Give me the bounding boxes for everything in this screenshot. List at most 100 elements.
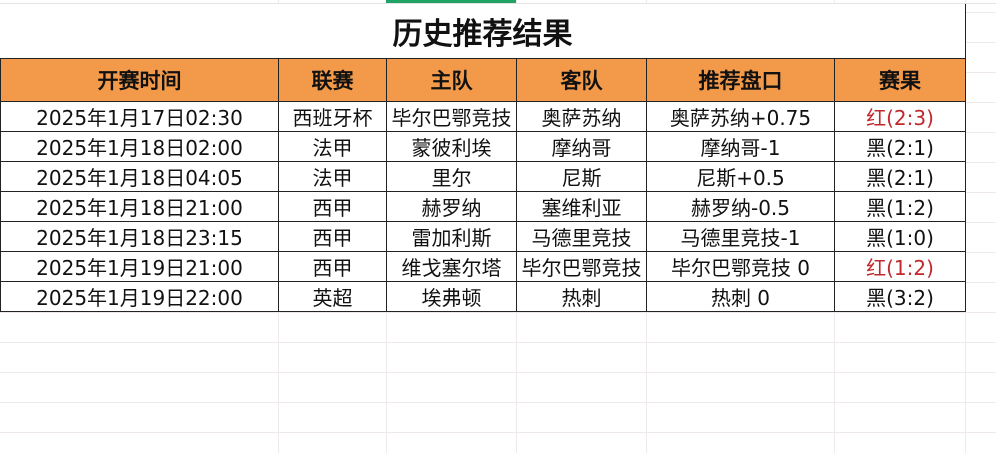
cell-result-text: 红(2:3) xyxy=(866,106,934,130)
cell-result-text: 黑(1:0) xyxy=(866,226,934,250)
cell-away[interactable]: 尼斯 xyxy=(516,161,647,192)
cell-result[interactable]: 黑(2:1) xyxy=(834,131,966,162)
cell-away[interactable]: 马德里竞技 xyxy=(516,221,647,252)
cell-time[interactable]: 2025年1月17日02:30 xyxy=(0,101,279,132)
cell-time[interactable]: 2025年1月18日02:00 xyxy=(0,131,279,162)
cell-time-text: 2025年1月19日21:00 xyxy=(36,256,243,280)
selected-column-indicator[interactable] xyxy=(386,0,516,3)
cell-home-text: 埃弗顿 xyxy=(421,286,482,310)
cell-result[interactable]: 红(2:3) xyxy=(834,101,966,132)
cell-result[interactable]: 黑(2:1) xyxy=(834,161,966,192)
cell-time-text: 2025年1月19日22:00 xyxy=(36,286,243,310)
cell-result-text: 黑(2:1) xyxy=(866,166,934,190)
cell-league[interactable]: 法甲 xyxy=(278,161,387,192)
cell-time[interactable]: 2025年1月18日23:15 xyxy=(0,221,279,252)
cell-result[interactable]: 黑(1:0) xyxy=(834,221,966,252)
cell-home[interactable]: 赫罗纳 xyxy=(386,191,517,222)
cell-home-text: 雷加利斯 xyxy=(411,226,492,250)
header-row: 开赛时间 联赛 主队 客队 推荐盘口 赛果 xyxy=(0,58,966,102)
cell-away-text: 奥萨苏纳 xyxy=(541,106,622,130)
column-header-away[interactable]: 客队 xyxy=(516,58,647,102)
cell-time-text: 2025年1月18日04:05 xyxy=(36,166,243,190)
column-header-pick[interactable]: 推荐盘口 xyxy=(646,58,835,102)
cell-time[interactable]: 2025年1月18日04:05 xyxy=(0,161,279,192)
cell-pick[interactable]: 马德里竞技-1 xyxy=(646,221,835,252)
cell-pick-text: 马德里竞技-1 xyxy=(680,226,801,250)
cell-result[interactable]: 红(1:2) xyxy=(834,251,966,282)
cell-home-text: 毕尔巴鄂竞技 xyxy=(391,106,512,130)
cell-time[interactable]: 2025年1月19日22:00 xyxy=(0,281,279,312)
top-row-border xyxy=(0,3,996,4)
cell-league-text: 西甲 xyxy=(312,256,353,280)
sheet-title[interactable]: 历史推荐结果 xyxy=(0,4,966,58)
cell-away-text: 热刺 xyxy=(561,286,602,310)
cell-time[interactable]: 2025年1月18日21:00 xyxy=(0,191,279,222)
cell-pick[interactable]: 毕尔巴鄂竞技 0 xyxy=(646,251,835,282)
cell-home-text: 赫罗纳 xyxy=(421,196,482,220)
cell-time-text: 2025年1月17日02:30 xyxy=(36,106,243,130)
cell-pick-text: 摩纳哥-1 xyxy=(700,136,781,160)
cell-league[interactable]: 法甲 xyxy=(278,131,387,162)
cell-pick[interactable]: 热刺 0 xyxy=(646,281,835,312)
table-row: 2025年1月18日02:00 法甲 蒙彼利埃 摩纳哥 摩纳哥-1 黑(2:1) xyxy=(0,131,966,162)
cell-home[interactable]: 雷加利斯 xyxy=(386,221,517,252)
cell-league-text: 英超 xyxy=(312,286,353,310)
cell-pick[interactable]: 奥萨苏纳+0.75 xyxy=(646,101,835,132)
cell-away[interactable]: 热刺 xyxy=(516,281,647,312)
cell-time[interactable]: 2025年1月19日21:00 xyxy=(0,251,279,282)
cell-away[interactable]: 塞维利亚 xyxy=(516,191,647,222)
cell-result-text: 黑(3:2) xyxy=(866,286,934,310)
cell-time-text: 2025年1月18日23:15 xyxy=(36,226,243,250)
column-header-league[interactable]: 联赛 xyxy=(278,58,387,102)
cell-pick-text: 赫罗纳-0.5 xyxy=(690,196,791,220)
cell-league[interactable]: 西班牙杯 xyxy=(278,101,387,132)
cell-league-text: 西班牙杯 xyxy=(292,106,373,130)
cell-pick[interactable]: 赫罗纳-0.5 xyxy=(646,191,835,222)
table-row: 2025年1月17日02:30 西班牙杯 毕尔巴鄂竞技 奥萨苏纳 奥萨苏纳+0.75 红(… xyxy=(0,101,966,132)
table-row: 2025年1月18日21:00 西甲 赫罗纳 塞维利亚 赫罗纳-0.5 黑(1:2) xyxy=(0,191,966,222)
cell-pick-text: 热刺 0 xyxy=(710,286,771,310)
cell-home[interactable]: 维戈塞尔塔 xyxy=(386,251,517,282)
cell-home[interactable]: 毕尔巴鄂竞技 xyxy=(386,101,517,132)
column-header-home[interactable]: 主队 xyxy=(386,58,517,102)
cell-away-text: 摩纳哥 xyxy=(551,136,612,160)
cell-away[interactable]: 奥萨苏纳 xyxy=(516,101,647,132)
table-row: 2025年1月18日04:05 法甲 里尔 尼斯 尼斯+0.5 黑(2:1) xyxy=(0,161,966,192)
cell-league[interactable]: 西甲 xyxy=(278,221,387,252)
cell-home[interactable]: 里尔 xyxy=(386,161,517,192)
column-header-result[interactable]: 赛果 xyxy=(834,58,966,102)
cell-away-text: 马德里竞技 xyxy=(531,226,632,250)
table-row: 2025年1月19日22:00 英超 埃弗顿 热刺 热刺 0 黑(3:2) xyxy=(0,281,966,312)
cell-home-text: 里尔 xyxy=(431,166,472,190)
cell-home-text: 蒙彼利埃 xyxy=(411,136,492,160)
cell-home[interactable]: 埃弗顿 xyxy=(386,281,517,312)
cell-pick-text: 奥萨苏纳+0.75 xyxy=(669,106,812,130)
cell-result[interactable]: 黑(1:2) xyxy=(834,191,966,222)
cell-away[interactable]: 摩纳哥 xyxy=(516,131,647,162)
cell-league-text: 法甲 xyxy=(312,166,353,190)
cell-pick[interactable]: 摩纳哥-1 xyxy=(646,131,835,162)
cell-league-text: 西甲 xyxy=(312,226,353,250)
cell-league[interactable]: 西甲 xyxy=(278,191,387,222)
cell-league-text: 西甲 xyxy=(312,196,353,220)
cell-away-text: 毕尔巴鄂竞技 xyxy=(521,256,642,280)
cell-result-text: 红(1:2) xyxy=(866,256,934,280)
cell-league-text: 法甲 xyxy=(312,136,353,160)
cell-pick-text: 尼斯+0.5 xyxy=(696,166,785,190)
cell-league[interactable]: 英超 xyxy=(278,281,387,312)
cell-away[interactable]: 毕尔巴鄂竞技 xyxy=(516,251,647,282)
table-row: 2025年1月19日21:00 西甲 维戈塞尔塔 毕尔巴鄂竞技 毕尔巴鄂竞技 0 红(1:… xyxy=(0,251,966,282)
results-table: 开赛时间 联赛 主队 客队 推荐盘口 赛果 2025年1月17日02:30 西班牙杯 毕尔巴鄂… xyxy=(0,58,966,312)
cell-result[interactable]: 黑(3:2) xyxy=(834,281,966,312)
cell-home[interactable]: 蒙彼利埃 xyxy=(386,131,517,162)
column-header-time[interactable]: 开赛时间 xyxy=(0,58,279,102)
cell-result-text: 黑(1:2) xyxy=(866,196,934,220)
cell-time-text: 2025年1月18日02:00 xyxy=(36,136,243,160)
cell-league[interactable]: 西甲 xyxy=(278,251,387,282)
cell-result-text: 黑(2:1) xyxy=(866,136,934,160)
cell-home-text: 维戈塞尔塔 xyxy=(401,256,502,280)
cell-time-text: 2025年1月18日21:00 xyxy=(36,196,243,220)
cell-pick[interactable]: 尼斯+0.5 xyxy=(646,161,835,192)
cell-away-text: 尼斯 xyxy=(561,166,602,190)
cell-away-text: 塞维利亚 xyxy=(541,196,622,220)
